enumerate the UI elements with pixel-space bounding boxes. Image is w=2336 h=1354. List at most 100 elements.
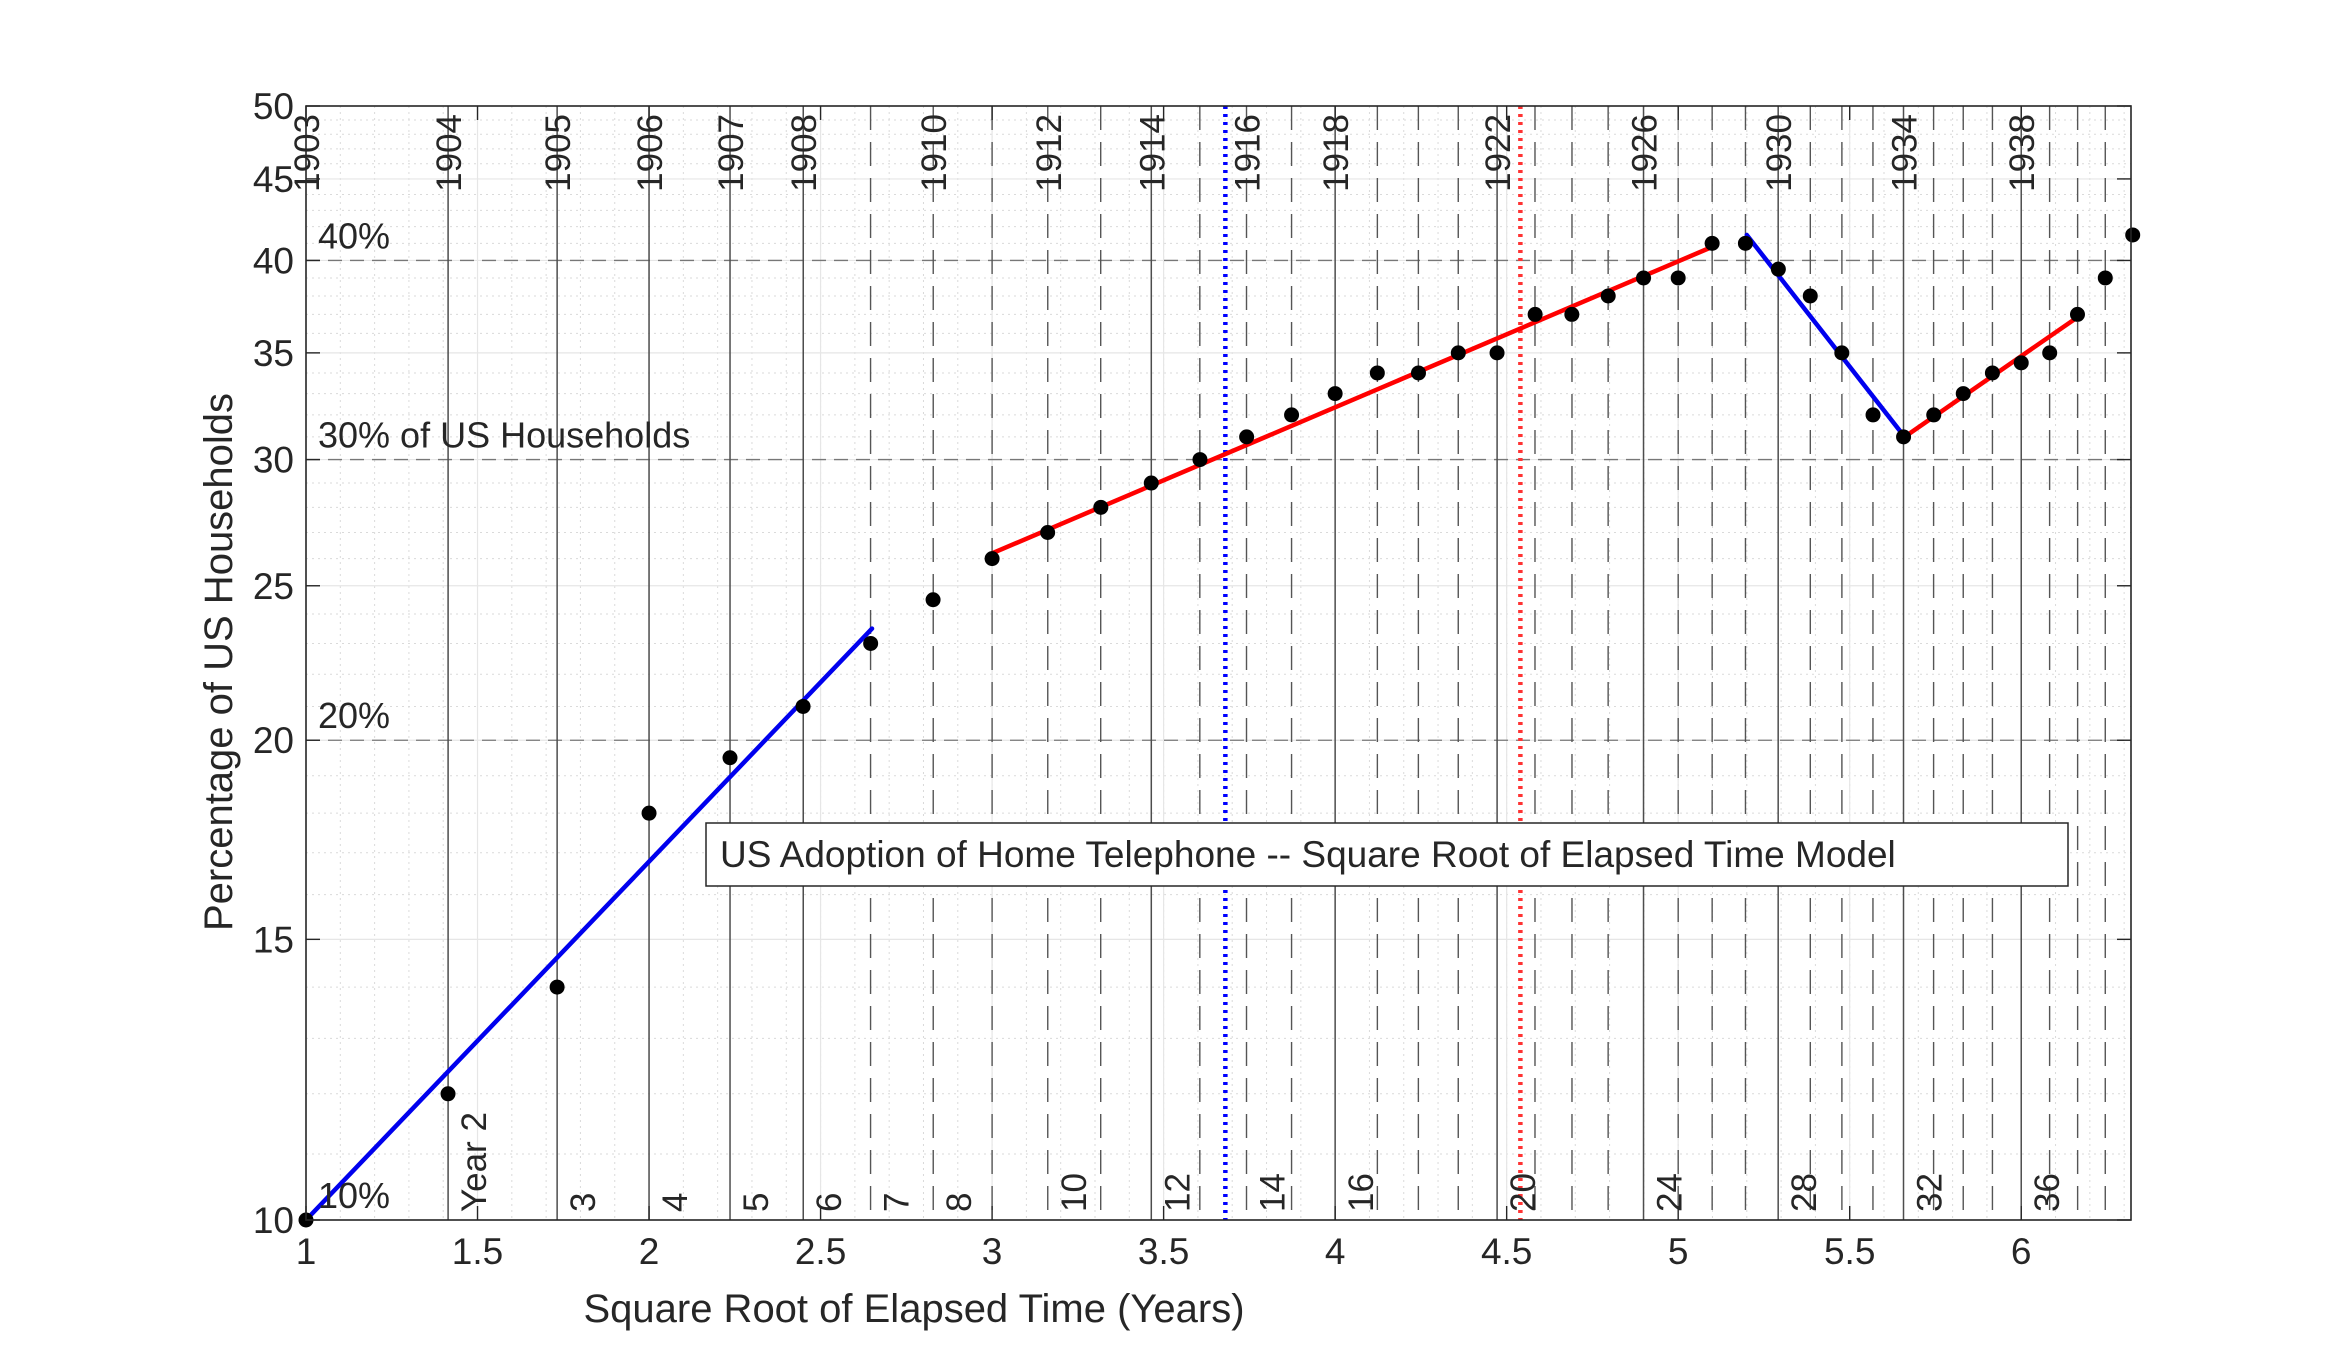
year-label-top: 1916 <box>1229 114 1268 192</box>
data-point <box>1527 306 1543 322</box>
year-label-bottom: 8 <box>940 1193 979 1212</box>
data-point <box>2042 345 2058 361</box>
y-tick-label: 30 <box>253 440 294 481</box>
year-label-bottom: 10 <box>1055 1173 1094 1212</box>
year-label-top: 1906 <box>631 114 670 192</box>
data-point <box>1093 499 1109 515</box>
y-tick-label: 35 <box>253 333 294 374</box>
data-point <box>1040 525 1056 541</box>
year-label-bottom: 16 <box>1342 1173 1381 1212</box>
data-point <box>795 698 811 714</box>
year-label-top: 1938 <box>2003 114 2042 192</box>
data-point <box>1239 429 1255 445</box>
year-label-bottom: 6 <box>810 1193 849 1212</box>
y-tick-label: 50 <box>253 86 294 127</box>
year-label-top: 1930 <box>1760 114 1799 192</box>
data-point <box>1192 452 1208 468</box>
year-label-bottom: 20 <box>1504 1173 1543 1212</box>
percent-label: 10% <box>318 1175 390 1216</box>
data-point <box>722 750 738 766</box>
data-point <box>1737 235 1753 251</box>
y-tick-label: 25 <box>253 566 294 607</box>
year-label-top: 1910 <box>915 114 954 192</box>
year-label-top: 1905 <box>539 114 578 192</box>
year-label-bottom: Year 2 <box>455 1112 494 1212</box>
x-tick-label: 3 <box>982 1231 1003 1272</box>
year-label-bottom: 28 <box>1785 1173 1824 1212</box>
percent-lines <box>306 259 2131 741</box>
x-tick-label: 3.5 <box>1138 1231 1189 1272</box>
data-point <box>925 592 941 608</box>
data-point <box>1450 345 1466 361</box>
data-point <box>1984 365 2000 381</box>
fit-line <box>1744 232 1907 440</box>
year-label-top: 1908 <box>785 114 824 192</box>
year-label-bottom: 3 <box>564 1193 603 1212</box>
data-point <box>1896 429 1912 445</box>
year-label-top: 1922 <box>1479 114 1518 192</box>
y-axis-label: Percentage of US Households <box>197 393 241 931</box>
y-tick-label: 15 <box>253 919 294 960</box>
data-point <box>1410 365 1426 381</box>
x-tick-label: 5 <box>1668 1231 1689 1272</box>
year-label-top: 1934 <box>1886 114 1925 192</box>
y-tick-label: 20 <box>253 720 294 761</box>
data-point <box>2013 355 2029 371</box>
fit-line <box>989 244 1715 556</box>
year-label-bottom: 24 <box>1651 1173 1690 1212</box>
year-label-bottom: 7 <box>878 1193 917 1212</box>
y-tick-label: 40 <box>253 240 294 281</box>
data-point <box>1600 288 1616 304</box>
year-label-top: 1912 <box>1030 114 1069 192</box>
year-label-top: 1926 <box>1626 114 1665 192</box>
data-point <box>440 1086 456 1102</box>
year-label-top: 1918 <box>1317 114 1356 192</box>
data-point <box>1284 407 1300 423</box>
x-tick-label: 4 <box>1325 1231 1346 1272</box>
x-tick-label: 4.5 <box>1481 1231 1532 1272</box>
data-point <box>1926 407 1942 423</box>
y-tick-label: 45 <box>253 159 294 200</box>
data-point <box>1955 386 1971 402</box>
x-tick-label: 2 <box>639 1231 660 1272</box>
chart-title: US Adoption of Home Telephone -- Square … <box>720 834 1896 875</box>
year-lines <box>447 106 2106 1220</box>
data-point <box>1143 475 1159 491</box>
title-box: US Adoption of Home Telephone -- Square … <box>705 822 2069 887</box>
reference-lines <box>1223 106 1523 1220</box>
grid <box>305 105 2131 1221</box>
x-tick-label: 1.5 <box>452 1231 503 1272</box>
data-point <box>1489 345 1505 361</box>
percent-label: 40% <box>318 215 390 256</box>
data-point <box>1636 270 1652 286</box>
data-point <box>984 551 1000 567</box>
data-point <box>549 979 565 995</box>
year-label-top: 1904 <box>430 114 469 192</box>
year-label-bottom: 5 <box>737 1193 776 1212</box>
year-label-bottom: 32 <box>1911 1173 1950 1212</box>
data-point <box>1704 235 1720 251</box>
data-point <box>1670 270 1686 286</box>
data-point <box>1369 365 1385 381</box>
year-label-bottom: 36 <box>2028 1173 2067 1212</box>
percent-label: 30% of US Households <box>318 415 690 456</box>
percent-label: 20% <box>318 695 390 736</box>
data-point <box>1770 261 1786 277</box>
plot-frame <box>305 105 2132 1221</box>
data-point <box>2097 270 2113 286</box>
x-tick-label: 2.5 <box>795 1231 846 1272</box>
data-points <box>298 227 2141 1228</box>
data-point <box>2069 306 2085 322</box>
data-point <box>1327 386 1343 402</box>
data-point <box>2125 227 2141 243</box>
year-label-bottom: 4 <box>656 1193 695 1212</box>
year-label-bottom: 12 <box>1158 1173 1197 1212</box>
y-tick-label: 10 <box>253 1200 294 1241</box>
x-tick-label: 1 <box>296 1231 317 1272</box>
year-label-bottom: 14 <box>1254 1173 1293 1212</box>
fit-line <box>303 626 875 1223</box>
year-label-top: 1907 <box>712 114 751 192</box>
